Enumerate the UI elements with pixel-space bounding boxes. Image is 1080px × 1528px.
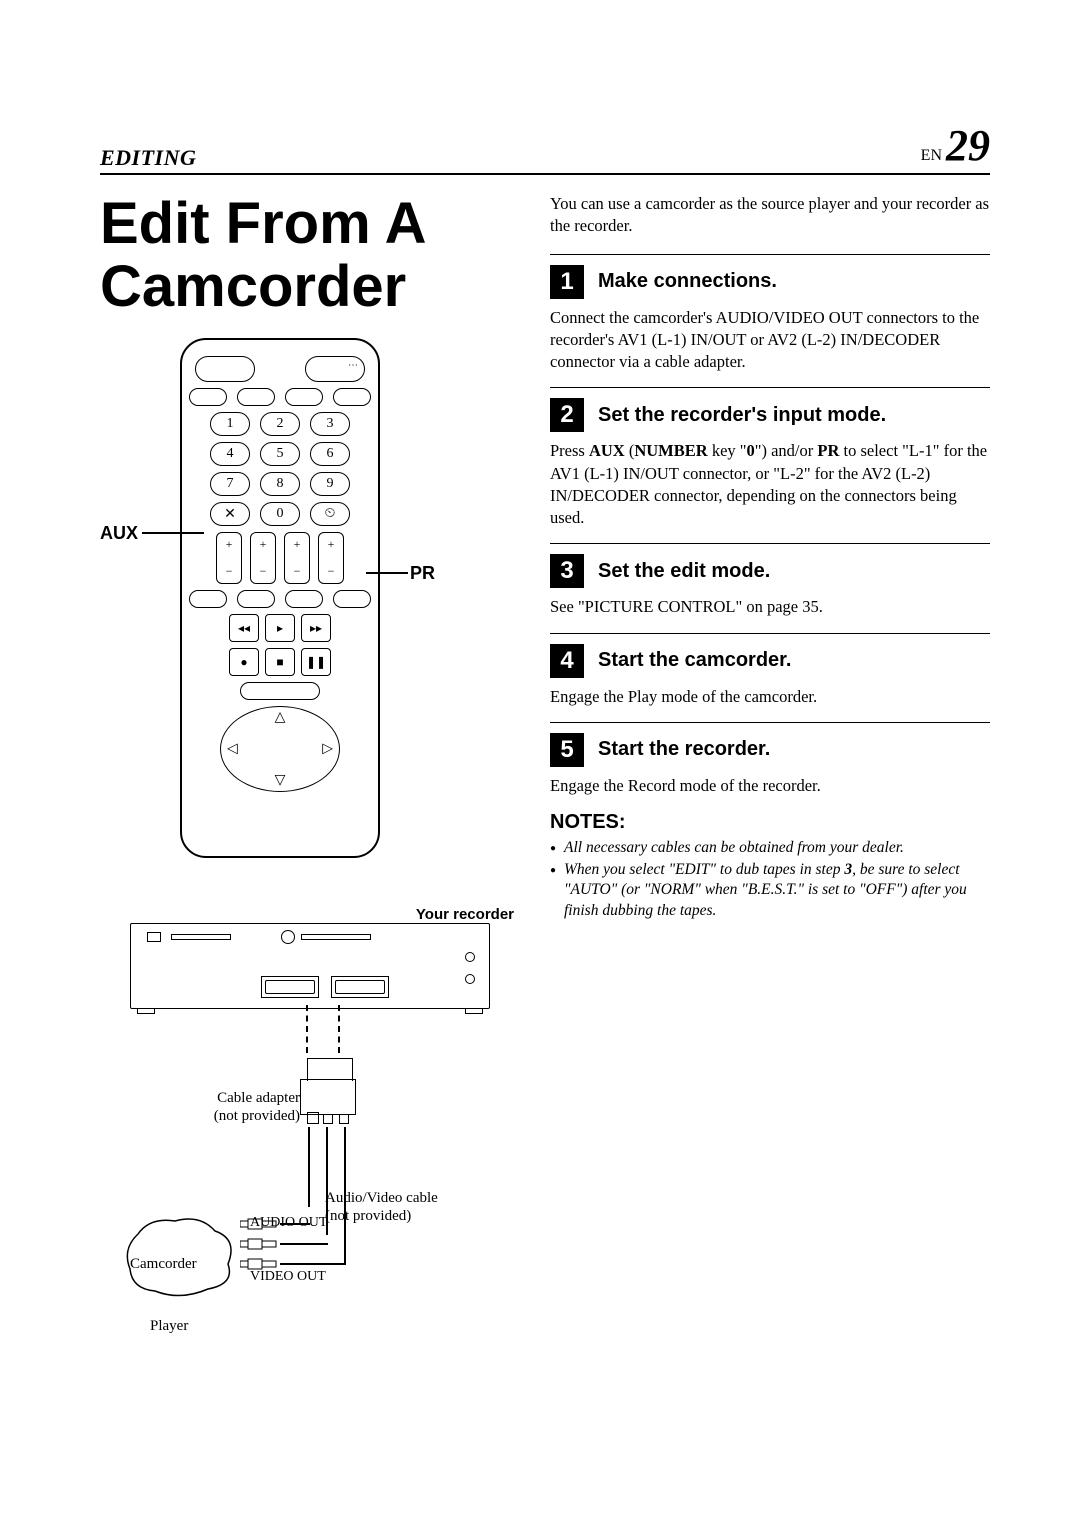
remote-pill-button bbox=[237, 590, 275, 608]
remote-top-button: ⋯ bbox=[305, 356, 365, 382]
divider bbox=[550, 633, 990, 634]
recorder-illustration bbox=[130, 923, 490, 1009]
step-number: 3 bbox=[550, 554, 584, 588]
notes-heading: NOTES: bbox=[550, 811, 990, 834]
step-1-body: Connect the camcorder's AUDIO/VIDEO OUT … bbox=[550, 307, 990, 374]
remote-rocker: +− bbox=[216, 532, 242, 584]
step-title: Set the recorder's input mode. bbox=[598, 404, 886, 427]
remote-body: ⋯ 123 456 789 ✕ 0 ⏲ +− +− +− bbox=[180, 338, 380, 858]
right-column: You can use a camcorder as the source pl… bbox=[550, 193, 990, 1389]
divider bbox=[550, 722, 990, 723]
remote-pause-button: ❚❚ bbox=[301, 648, 331, 676]
remote-rew-button: ◂◂ bbox=[229, 614, 259, 642]
remote-stop-button: ■ bbox=[265, 648, 295, 676]
cable-adapter-icon bbox=[300, 1079, 356, 1115]
page-number: EN29 bbox=[921, 120, 990, 171]
step-3-head: 3 Set the edit mode. bbox=[550, 554, 990, 588]
remote-key-9: 9 bbox=[310, 472, 350, 496]
remote-pill-button bbox=[237, 388, 275, 406]
scart-2 bbox=[331, 976, 389, 998]
step-4-body: Engage the Play mode of the camcorder. bbox=[550, 686, 990, 708]
video-out-label: VIDEO OUT bbox=[250, 1269, 326, 1286]
remote-key-6: 6 bbox=[310, 442, 350, 466]
remote-rocker: +− bbox=[250, 532, 276, 584]
wiring-illustration: Cable adapter (not provided) Audio/Video… bbox=[100, 1009, 520, 1389]
remote-pill-button bbox=[285, 388, 323, 406]
pr-label: PR bbox=[410, 563, 435, 584]
step-number: 2 bbox=[550, 398, 584, 432]
note-item: All necessary cables can be obtained fro… bbox=[550, 838, 990, 858]
step-2-head: 2 Set the recorder's input mode. bbox=[550, 398, 990, 432]
step-title: Set the edit mode. bbox=[598, 560, 770, 583]
remote-rocker: +− bbox=[284, 532, 310, 584]
step-title: Start the camcorder. bbox=[598, 649, 791, 672]
dashed-connection-line bbox=[306, 1005, 308, 1053]
remote-dpad: △▽◁▷ bbox=[220, 706, 340, 792]
remote-key-cancel: ✕ bbox=[210, 502, 250, 526]
divider bbox=[550, 387, 990, 388]
intro-text: You can use a camcorder as the source pl… bbox=[550, 193, 990, 238]
step-3-body: See "PICTURE CONTROL" on page 35. bbox=[550, 596, 990, 618]
remote-key-5: 5 bbox=[260, 442, 300, 466]
remote-ff-button: ▸▸ bbox=[301, 614, 331, 642]
step-2-body: Press AUX (NUMBER key "0") and/or PR to … bbox=[550, 440, 990, 529]
step-number: 5 bbox=[550, 733, 584, 767]
remote-key-2: 2 bbox=[260, 412, 300, 436]
page-title: Edit From A Camcorder bbox=[100, 193, 520, 318]
divider bbox=[550, 254, 990, 255]
cable-adapter-label: Cable adapter (not provided) bbox=[190, 1089, 300, 1125]
av-cable-label: Audio/Video cable (not provided) bbox=[325, 1189, 505, 1225]
step-title: Start the recorder. bbox=[598, 738, 770, 761]
page-num: 29 bbox=[946, 121, 990, 170]
note-item: When you select "EDIT" to dub tapes in s… bbox=[550, 860, 990, 920]
page-header: EDITING EN29 bbox=[100, 120, 990, 175]
remote-illustration: AUX PR ⋯ 123 bbox=[100, 338, 520, 898]
step-1-head: 1 Make connections. bbox=[550, 265, 990, 299]
remote-key-timer: ⏲ bbox=[310, 502, 350, 526]
step-4-head: 4 Start the camcorder. bbox=[550, 644, 990, 678]
lang-code: EN bbox=[921, 147, 942, 164]
scart-1 bbox=[261, 976, 319, 998]
dashed-connection-line bbox=[338, 1005, 340, 1053]
player-label: Player bbox=[150, 1317, 188, 1335]
remote-pill-button bbox=[285, 590, 323, 608]
audio-out-label: AUDIO OUT bbox=[250, 1215, 327, 1232]
section-label: EDITING bbox=[100, 145, 196, 171]
remote-long-button bbox=[240, 682, 320, 700]
remote-key-8: 8 bbox=[260, 472, 300, 496]
remote-key-1: 1 bbox=[210, 412, 250, 436]
step-5-body: Engage the Record mode of the recorder. bbox=[550, 775, 990, 797]
remote-pill-button bbox=[333, 590, 371, 608]
remote-key-4: 4 bbox=[210, 442, 250, 466]
remote-top-button bbox=[195, 356, 255, 382]
left-column: Edit From A Camcorder AUX PR ⋯ bbox=[100, 193, 520, 1389]
camcorder-icon bbox=[120, 1209, 240, 1299]
step-number: 1 bbox=[550, 265, 584, 299]
notes-list: All necessary cables can be obtained fro… bbox=[550, 838, 990, 921]
divider bbox=[550, 543, 990, 544]
aux-label: AUX bbox=[100, 523, 138, 544]
remote-key-7: 7 bbox=[210, 472, 250, 496]
remote-key-3: 3 bbox=[310, 412, 350, 436]
remote-key-0: 0 bbox=[260, 502, 300, 526]
recorder-label: Your recorder bbox=[100, 906, 520, 923]
rca-plug-icon bbox=[240, 1237, 280, 1251]
remote-pill-button bbox=[189, 590, 227, 608]
remote-rec-button: ● bbox=[229, 648, 259, 676]
remote-pill-button bbox=[333, 388, 371, 406]
remote-play-button: ▸ bbox=[265, 614, 295, 642]
remote-rocker: +− bbox=[318, 532, 344, 584]
step-number: 4 bbox=[550, 644, 584, 678]
step-5-head: 5 Start the recorder. bbox=[550, 733, 990, 767]
step-title: Make connections. bbox=[598, 270, 777, 293]
remote-pill-button bbox=[189, 388, 227, 406]
